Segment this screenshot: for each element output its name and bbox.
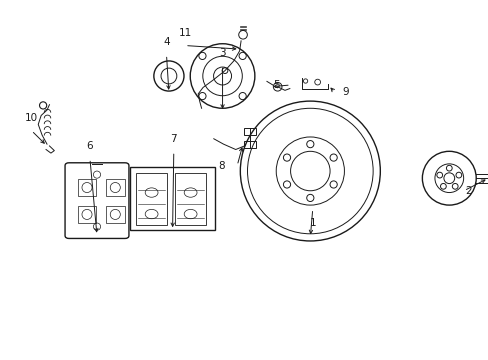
Text: 3: 3 [219,48,225,58]
Text: 9: 9 [341,87,348,97]
Bar [106,206,124,223]
Bar [130,167,215,230]
Bar [244,140,256,148]
Bar [106,179,124,196]
Text: 10: 10 [25,113,38,123]
Bar [78,179,96,196]
Text: 11: 11 [178,28,191,39]
Bar [174,173,206,225]
Text: 2: 2 [465,186,471,196]
Text: 6: 6 [86,141,93,151]
Text: 8: 8 [218,161,224,171]
Text: 1: 1 [309,218,315,228]
Text: 7: 7 [170,134,177,144]
Bar [78,206,96,223]
Bar [244,128,256,135]
Text: 4: 4 [163,37,169,47]
Text: 5: 5 [272,80,279,90]
Bar [136,173,167,225]
